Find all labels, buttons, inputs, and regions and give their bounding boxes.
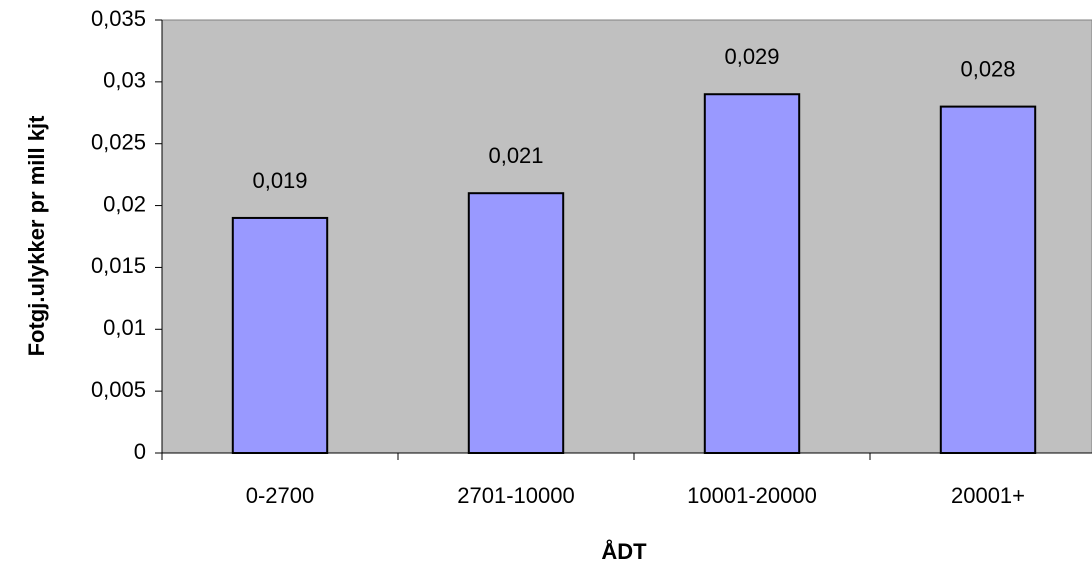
y-tick-label: 0,005 — [91, 377, 146, 402]
y-tick-label: 0,035 — [91, 6, 146, 31]
x-axis-title: ÅDT — [601, 538, 647, 564]
bar — [939, 105, 1037, 454]
data-label: 0,028 — [960, 56, 1015, 81]
bar — [467, 192, 565, 454]
data-label: 0,019 — [252, 168, 307, 193]
y-tick-label: 0,015 — [91, 253, 146, 278]
data-label: 0,021 — [488, 143, 543, 168]
data-label: 0,029 — [724, 44, 779, 69]
x-tick-label: 2701-10000 — [457, 483, 574, 508]
x-tick-label: 10001-20000 — [687, 483, 817, 508]
y-tick-label: 0,03 — [103, 68, 146, 93]
y-tick-label: 0,01 — [103, 315, 146, 340]
bar — [231, 216, 329, 454]
y-tick-label: 0,02 — [103, 191, 146, 216]
y-tick-label: 0 — [134, 439, 146, 464]
y-axis-title: Fotgj.ulykker pr mill kjt — [24, 115, 49, 357]
bar — [703, 93, 801, 454]
y-tick-label: 0,025 — [91, 130, 146, 155]
x-tick-label: 0-2700 — [246, 483, 315, 508]
x-tick-label: 20001+ — [951, 483, 1025, 508]
